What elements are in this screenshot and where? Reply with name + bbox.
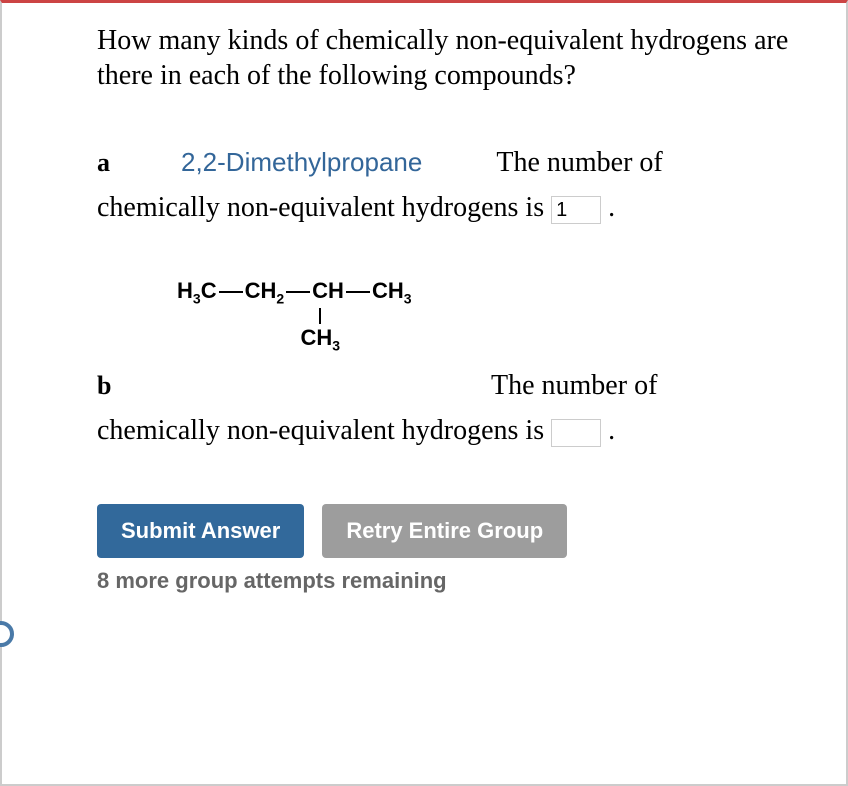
part-a-prefix-inline: The number of (496, 147, 662, 178)
content-area: How many kinds of chemically non-equival… (2, 13, 846, 614)
side-indicator-icon (0, 621, 14, 647)
submit-button[interactable]: Submit Answer (97, 504, 304, 558)
part-b: H3CCH2CHCH3 CH3 b The number of chemical… (97, 279, 806, 454)
structure-b: H3CCH2CHCH3 CH3 (177, 279, 412, 355)
part-b-line1: b The number of (97, 364, 806, 409)
structure-b-bottom: CH3 (300, 325, 340, 350)
part-a: a 2,2-Dimethylpropane The number of chem… (97, 141, 806, 231)
part-b-prefix-inline: The number of (491, 370, 657, 401)
attempts-remaining: 8 more group attempts remaining (97, 568, 806, 594)
period-a: . (608, 192, 615, 223)
compound-link-a[interactable]: 2,2-Dimethylpropane (181, 147, 422, 177)
part-a-line1: a 2,2-Dimethylpropane The number of (97, 141, 806, 186)
part-b-answer-line: chemically non-equivalent hydrogens is . (97, 409, 806, 454)
part-a-answer-line: chemically non-equivalent hydrogens is . (97, 186, 806, 231)
part-b-label: b (97, 371, 157, 401)
retry-button[interactable]: Retry Entire Group (322, 504, 567, 558)
structure-b-wrap: H3CCH2CHCH3 CH3 (177, 279, 806, 355)
button-row: Submit Answer Retry Entire Group (97, 504, 806, 558)
answer-input-b[interactable] (551, 419, 601, 447)
question-prompt: How many kinds of chemically non-equival… (97, 23, 806, 93)
structure-b-top: H3CCH2CHCH3 (177, 279, 412, 307)
answer-input-a[interactable] (551, 196, 601, 224)
question-card: How many kinds of chemically non-equival… (0, 0, 848, 786)
part-a-label: a (97, 148, 157, 178)
period-b: . (608, 415, 615, 446)
structure-b-vbond (319, 308, 321, 324)
